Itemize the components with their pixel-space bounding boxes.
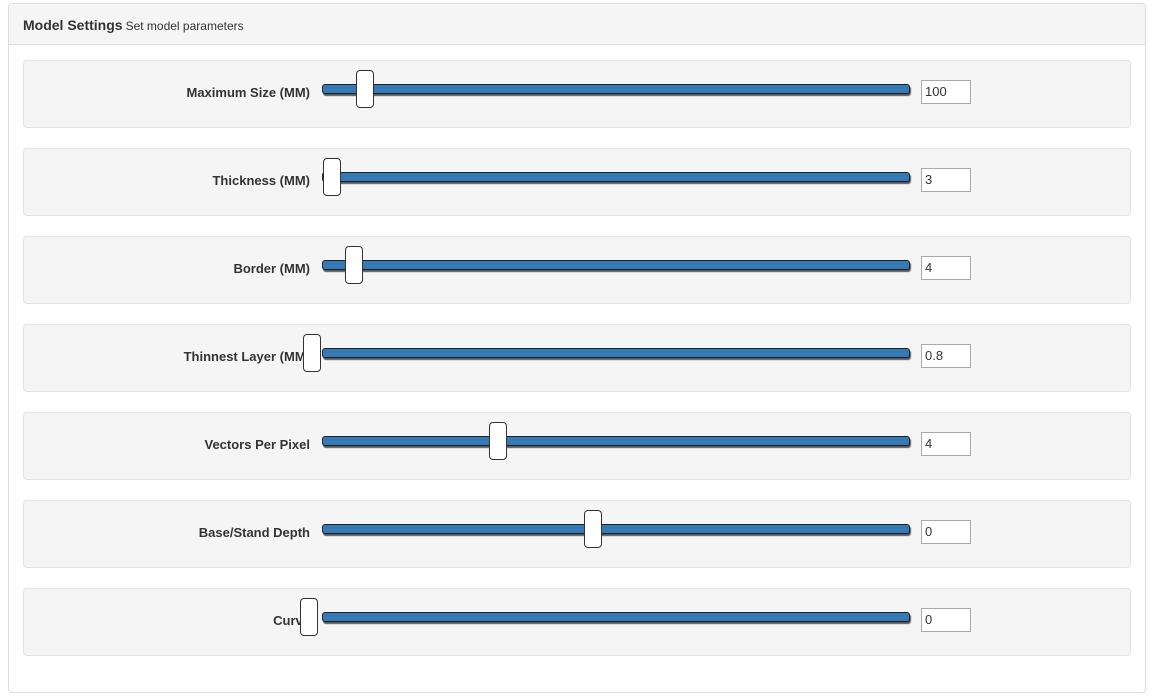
setting-label: Maximum Size (MM) xyxy=(186,85,310,100)
setting-row: Thickness (MM) 3 xyxy=(23,148,1131,216)
setting-label: Thinnest Layer (MM) xyxy=(183,349,310,364)
slider-handle[interactable] xyxy=(356,70,374,108)
value-input[interactable]: 0 xyxy=(921,608,971,632)
slider-handle[interactable] xyxy=(303,334,321,372)
slider-track[interactable] xyxy=(322,348,910,358)
setting-label: Border (MM) xyxy=(233,261,310,276)
title: Model Settings xyxy=(23,17,123,33)
value-input[interactable]: 4 xyxy=(921,256,971,280)
setting-row: Curve 0 xyxy=(23,588,1131,656)
setting-row: Border (MM) 4 xyxy=(23,236,1131,304)
slider-track[interactable] xyxy=(322,612,910,622)
setting-label: Thickness (MM) xyxy=(212,173,310,188)
slider-handle[interactable] xyxy=(489,422,507,460)
setting-row: Vectors Per Pixel 4 xyxy=(23,412,1131,480)
panel: Model Settings Set model parameters Maxim… xyxy=(8,3,1146,693)
setting-label: Base/Stand Depth xyxy=(198,525,310,540)
panel-header: Model Settings Set model parameters xyxy=(9,4,1145,45)
value-input[interactable]: 0.8 xyxy=(921,344,971,368)
value-input[interactable]: 4 xyxy=(921,432,971,456)
setting-label: Vectors Per Pixel xyxy=(204,437,310,452)
setting-row: Thinnest Layer (MM) 0.8 xyxy=(23,324,1131,392)
slider-track[interactable] xyxy=(322,260,910,270)
value-input[interactable]: 100 xyxy=(921,80,971,104)
setting-row: Maximum Size (MM) 100 xyxy=(23,60,1131,128)
panel-title: Model Settings Set model parameters xyxy=(23,17,244,33)
value-input[interactable]: 3 xyxy=(921,168,971,192)
slider-track[interactable] xyxy=(322,172,910,182)
subtitle: Set model parameters xyxy=(125,19,244,33)
slider-handle[interactable] xyxy=(300,598,318,636)
slider-handle[interactable] xyxy=(323,158,341,196)
setting-row: Base/Stand Depth 0 xyxy=(23,500,1131,568)
slider-track[interactable] xyxy=(322,84,910,94)
slider-track[interactable] xyxy=(322,524,910,534)
slider-handle[interactable] xyxy=(345,246,363,284)
value-input[interactable]: 0 xyxy=(921,520,971,544)
slider-track[interactable] xyxy=(322,436,910,446)
slider-handle[interactable] xyxy=(584,510,602,548)
